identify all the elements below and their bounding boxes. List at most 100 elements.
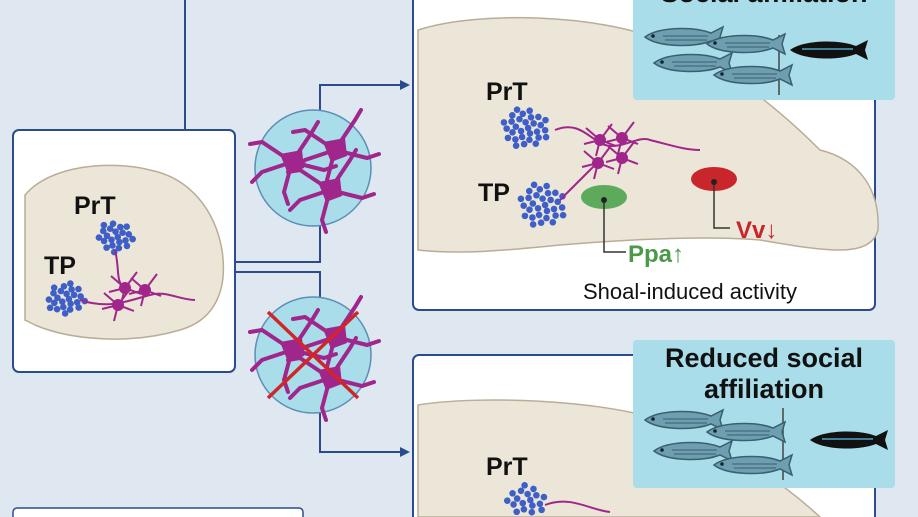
cell: [114, 233, 122, 241]
cell: [520, 140, 528, 148]
cell: [517, 487, 525, 495]
cell: [119, 229, 126, 237]
cell: [558, 204, 566, 211]
cell: [541, 201, 549, 209]
cell: [51, 299, 58, 307]
cell: [530, 120, 537, 127]
cell: [109, 220, 117, 227]
cell: [526, 107, 533, 115]
cell: [554, 198, 562, 206]
cell: [518, 133, 526, 141]
cell: [61, 310, 69, 317]
cell: [108, 236, 115, 244]
cell-cluster: [500, 106, 550, 149]
cell: [522, 118, 529, 126]
cell: [549, 218, 557, 226]
cell: [559, 211, 567, 219]
cell: [527, 113, 535, 121]
cell: [552, 212, 559, 219]
cell: [95, 234, 103, 241]
cell: [59, 303, 67, 311]
cell: [544, 189, 552, 197]
cell: [540, 493, 548, 501]
cell: [510, 501, 517, 508]
cell: [516, 115, 523, 123]
cell: [500, 119, 508, 126]
cell: [520, 505, 528, 513]
cell: [519, 499, 527, 507]
label: TP: [478, 179, 510, 207]
cell: [529, 200, 537, 207]
cell: [530, 181, 538, 189]
cell: [538, 506, 545, 514]
cell: [53, 305, 61, 313]
cell: [537, 121, 545, 129]
cell: [529, 214, 536, 221]
label: TP: [44, 252, 76, 280]
cell: [513, 508, 520, 516]
cell: [521, 212, 529, 220]
cell: [543, 214, 550, 222]
label-vv: Vv↓: [736, 217, 777, 244]
label-ppa: Ppa↑: [628, 241, 684, 268]
cell: [504, 134, 512, 142]
cell: [529, 221, 537, 228]
cell: [536, 500, 544, 508]
cell: [533, 491, 540, 499]
cell: [543, 182, 550, 190]
cell: [60, 282, 68, 290]
cell: [526, 136, 533, 144]
cell: [543, 207, 551, 215]
legend-box: [12, 507, 304, 517]
cell: [547, 196, 554, 204]
cell: [524, 490, 531, 498]
cell: [123, 242, 131, 250]
cell: [503, 125, 510, 132]
cell: [512, 123, 520, 130]
cell: [103, 232, 111, 240]
cell: [75, 285, 82, 293]
cell: [503, 497, 511, 504]
cell: [541, 126, 549, 134]
cell: [77, 293, 84, 300]
label: PrT: [486, 78, 528, 106]
cell: [115, 244, 123, 252]
cell: [537, 219, 545, 227]
cell: [125, 231, 133, 238]
label: PrT: [74, 192, 116, 220]
cell: [529, 502, 536, 509]
cell: [73, 298, 81, 306]
cell: [109, 242, 116, 249]
cell: [50, 284, 58, 291]
cell-cluster: [503, 481, 548, 516]
cell: [75, 304, 82, 311]
cell: [509, 490, 516, 497]
cell: [525, 187, 533, 195]
cell: [123, 223, 130, 230]
cell: [112, 228, 119, 235]
cell: [103, 244, 110, 251]
cell: [542, 116, 549, 124]
cell: [535, 113, 542, 121]
cell: [528, 508, 536, 516]
cell: [526, 206, 533, 214]
cell: [67, 300, 74, 308]
cell: [68, 286, 75, 293]
cell: [520, 202, 527, 209]
cell: [530, 485, 537, 493]
cell: [533, 128, 541, 135]
cell: [99, 227, 107, 235]
cell: [512, 142, 520, 149]
cell: [535, 211, 543, 219]
cell: [508, 118, 515, 125]
cell: [66, 306, 74, 313]
cell: [532, 140, 540, 147]
cell: [524, 124, 532, 132]
cell: [542, 133, 550, 141]
cell: [550, 205, 558, 213]
cell: [63, 290, 70, 298]
cell: [122, 237, 129, 244]
cell: [517, 195, 525, 203]
cell: [525, 194, 532, 202]
